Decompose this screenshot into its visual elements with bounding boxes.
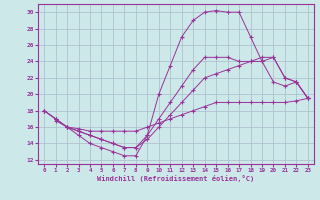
X-axis label: Windchill (Refroidissement éolien,°C): Windchill (Refroidissement éolien,°C) (97, 175, 255, 182)
